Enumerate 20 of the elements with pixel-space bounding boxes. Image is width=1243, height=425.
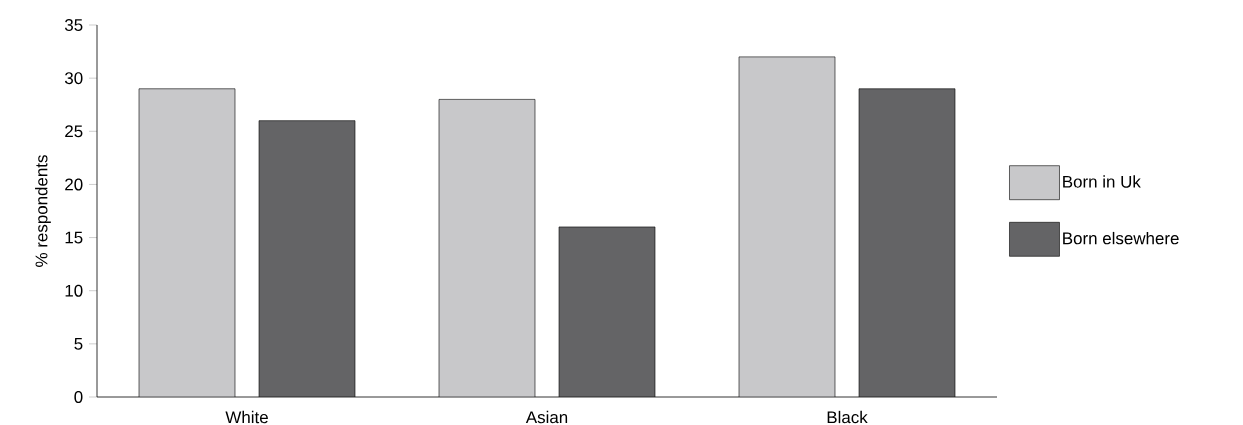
y-tick-label: 5 bbox=[74, 337, 83, 350]
x-tick-label: White bbox=[225, 410, 268, 424]
legend-label: Born elsewhere bbox=[1063, 231, 1179, 245]
bar bbox=[558, 226, 656, 397]
legend-label: Born in Uk bbox=[1063, 175, 1141, 188]
x-tick-label: Black bbox=[827, 410, 868, 424]
y-tick-label: 20 bbox=[65, 178, 83, 191]
bar bbox=[858, 88, 956, 397]
y-axis-title: % respondents bbox=[35, 155, 51, 267]
bar bbox=[438, 99, 536, 397]
bar bbox=[258, 120, 356, 397]
bar bbox=[138, 88, 236, 397]
y-tick-label: 0 bbox=[74, 391, 83, 403]
y-tick-label: 10 bbox=[65, 284, 83, 297]
y-tick-label: 35 bbox=[64, 19, 83, 31]
y-tick-label: 15 bbox=[65, 231, 83, 244]
y-tick-label: 25 bbox=[65, 125, 83, 138]
bar bbox=[738, 56, 836, 397]
y-tick-label: 30 bbox=[64, 72, 83, 85]
x-tick-label: Asian bbox=[525, 410, 568, 424]
